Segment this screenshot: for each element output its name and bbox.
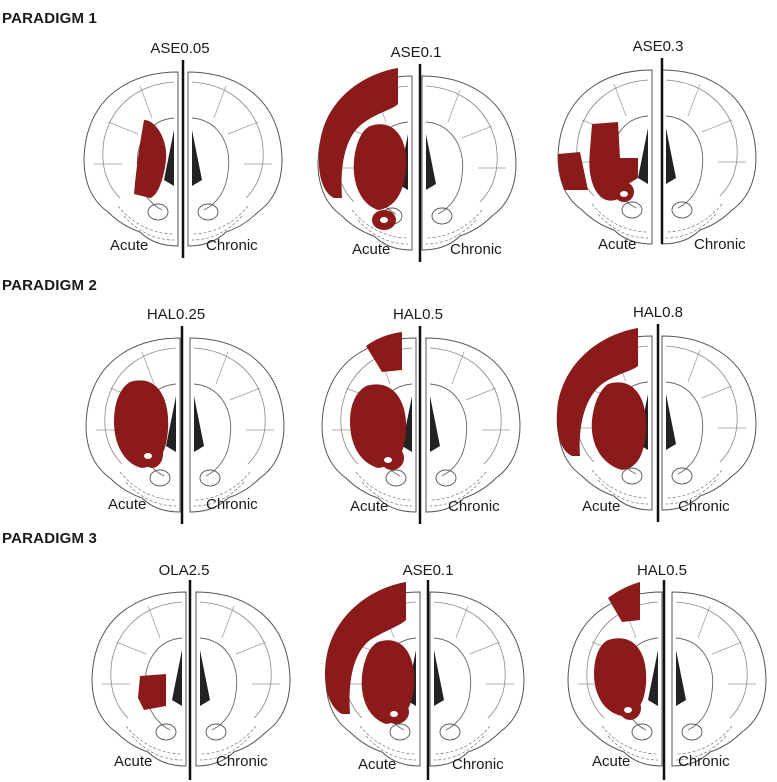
paradigm-2-title: PARADIGM 2 bbox=[2, 277, 98, 294]
lesion-region bbox=[556, 328, 638, 456]
lesion-region bbox=[138, 674, 166, 710]
lesion-region bbox=[324, 582, 406, 714]
panel-title: ASE0.05 bbox=[150, 40, 210, 57]
lesion-region bbox=[589, 122, 638, 201]
panel-p3-hal05: HAL0.5 Acute Chronic bbox=[562, 562, 777, 780]
acute-label: Acute bbox=[592, 753, 631, 770]
acute-label: Acute bbox=[598, 236, 637, 253]
panel-title: OLA2.5 bbox=[158, 562, 210, 579]
lesion-region bbox=[318, 68, 398, 198]
brain-section bbox=[83, 60, 283, 258]
panel-p2-hal05: HAL0.5 Acute Chronic bbox=[316, 306, 556, 524]
chronic-label: Chronic bbox=[206, 237, 258, 254]
acute-label: Acute bbox=[110, 237, 149, 254]
acute-label: Acute bbox=[108, 496, 147, 513]
panel-title: HAL0.25 bbox=[146, 306, 206, 323]
panel-title: HAL0.5 bbox=[636, 562, 688, 579]
panel-p1-ase005: ASE0.05 Acute Chronic bbox=[78, 40, 318, 258]
brain-section bbox=[321, 326, 521, 524]
chronic-label: Chronic bbox=[452, 756, 504, 773]
chronic-label: Chronic bbox=[450, 241, 502, 258]
chronic-label: Chronic bbox=[678, 753, 730, 770]
panel-p1-ase03: ASE0.3 Acute Chronic bbox=[552, 38, 777, 253]
brain-section bbox=[324, 580, 525, 780]
chronic-label: Chronic bbox=[206, 496, 258, 513]
panel-p2-hal025: HAL0.25 Acute Chronic bbox=[80, 306, 320, 524]
acute-label: Acute bbox=[114, 753, 153, 770]
chronic-label: Chronic bbox=[694, 236, 746, 253]
panel-p3-ase01: ASE0.1 Acute Chronic bbox=[320, 562, 560, 780]
lesion-region bbox=[380, 446, 404, 470]
lesion-region bbox=[591, 382, 647, 470]
lesion-region bbox=[353, 124, 407, 210]
brain-section bbox=[91, 580, 291, 780]
panel-title: ASE0.1 bbox=[402, 562, 454, 579]
brain-section bbox=[85, 326, 285, 524]
acute-label: Acute bbox=[358, 756, 397, 773]
lesion-region bbox=[366, 332, 402, 372]
chronic-label: Chronic bbox=[216, 753, 268, 770]
lesion-region bbox=[134, 120, 167, 198]
chronic-label: Chronic bbox=[678, 498, 730, 515]
panel-title: ASE0.1 bbox=[390, 44, 442, 61]
lesion-region bbox=[141, 440, 163, 468]
panel-p3-ola25: OLA2.5 Acute Chronic bbox=[86, 562, 326, 780]
acute-label: Acute bbox=[582, 498, 621, 515]
paradigm-1-title: PARADIGM 1 bbox=[2, 10, 98, 27]
brain-section bbox=[317, 64, 517, 262]
panel-p1-ase01: ASE0.1 Acute Chronic bbox=[312, 44, 552, 262]
brain-section bbox=[556, 324, 757, 522]
panel-title: HAL0.8 bbox=[632, 304, 684, 321]
lesion-region bbox=[558, 152, 588, 190]
paradigm-3-title: PARADIGM 3 bbox=[2, 530, 98, 547]
acute-label: Acute bbox=[352, 241, 391, 258]
panel-title: ASE0.3 bbox=[632, 38, 684, 55]
panel-p2-hal08: HAL0.8 Acute Chronic bbox=[552, 304, 777, 522]
brain-section bbox=[557, 58, 757, 245]
acute-label: Acute bbox=[350, 498, 389, 515]
panel-title: HAL0.5 bbox=[392, 306, 444, 323]
lesion-region bbox=[608, 582, 640, 622]
brain-section bbox=[567, 580, 767, 780]
chronic-label: Chronic bbox=[448, 498, 500, 515]
